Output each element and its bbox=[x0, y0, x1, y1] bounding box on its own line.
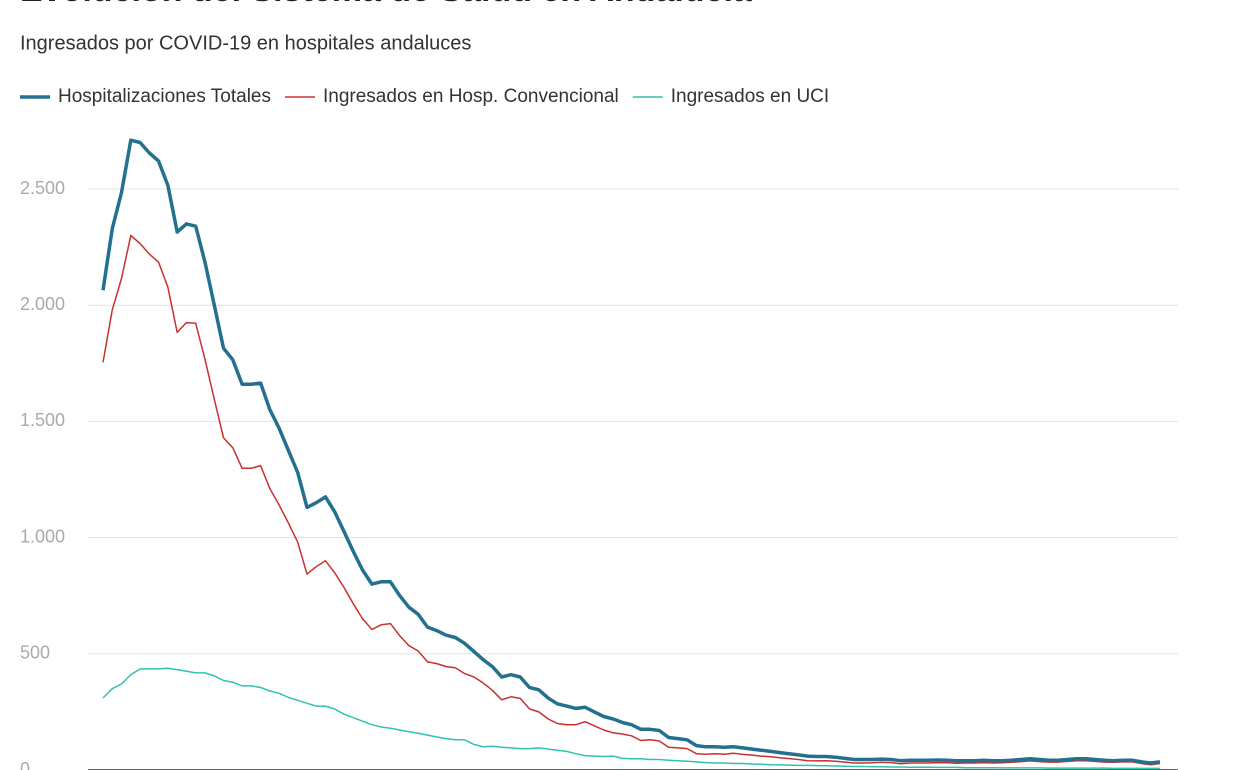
line-series bbox=[101, 138, 1161, 765]
legend: Hospitalizaciones Totales Ingresados en H… bbox=[20, 86, 829, 107]
chart-title: Evolución del Sistema de Salud en Andalu… bbox=[20, 0, 753, 9]
y-tick-label: 1.500 bbox=[20, 410, 65, 430]
chart-subtitle: Ingresados por COVID-19 en hospitales an… bbox=[20, 32, 471, 54]
y-tick-label: 2.000 bbox=[20, 294, 65, 314]
legend-label: Ingresados en UCI bbox=[671, 86, 829, 107]
line-series bbox=[102, 667, 1160, 770]
legend-label: Hospitalizaciones Totales bbox=[58, 86, 271, 107]
y-tick-label: 2.500 bbox=[20, 178, 65, 198]
y-tick-label: 1.000 bbox=[20, 526, 65, 546]
legend-label: Ingresados en Hosp. Convencional bbox=[323, 86, 619, 107]
y-tick-label: 500 bbox=[20, 643, 50, 663]
y-tick-label: 0 bbox=[20, 759, 30, 770]
line-series bbox=[102, 234, 1161, 766]
